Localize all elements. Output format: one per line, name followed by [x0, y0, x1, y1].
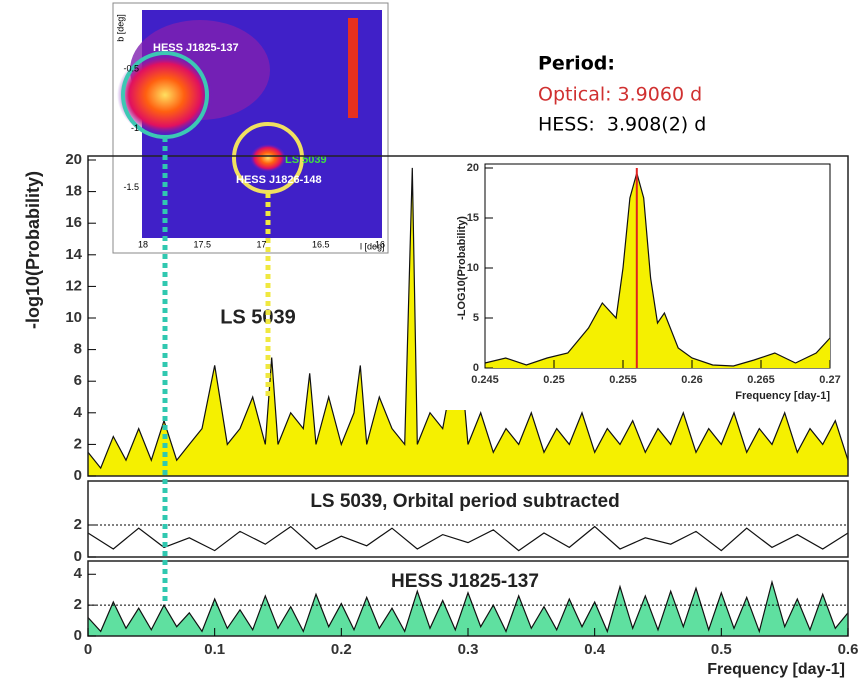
map-emission [117, 53, 213, 137]
map-x-label: l [deg] [360, 241, 385, 251]
line [484, 170, 831, 367]
map-y-tick: -0.5 [123, 64, 139, 74]
colorbar [348, 18, 358, 118]
y-tick-label: 2 [74, 596, 82, 613]
frame [87, 480, 849, 558]
source-label: HESS J1825-137 [153, 42, 239, 54]
y-tick-label: 0 [74, 467, 82, 484]
panel-title: HESS J1825-137 [391, 571, 539, 592]
x-tick-label: 0.265 [747, 374, 775, 386]
panel-title: LS 5039, Orbital period subtracted [310, 491, 619, 512]
x-tick-label: 0.26 [681, 374, 702, 386]
period-hess: HESS: 3.908(2) d [538, 114, 706, 136]
y-tick-label: 15 [467, 212, 479, 224]
area [88, 526, 848, 557]
x-tick-label: 0.3 [458, 641, 479, 658]
y-tick-label: 10 [467, 262, 479, 274]
source-circle [232, 122, 304, 194]
line [87, 579, 849, 634]
y-tick-label: 14 [65, 246, 82, 263]
map-x-tick: 17.5 [193, 239, 211, 249]
y-tick-label: 20 [467, 162, 479, 174]
line [87, 167, 849, 470]
map-x-tick: 17 [256, 239, 266, 249]
source-label: HESS J1826-148 [236, 174, 322, 186]
y-tick-label: 4 [74, 404, 83, 421]
area [485, 173, 830, 368]
period-optical: Optical: 3.9060 d [538, 84, 702, 106]
period-title: Period: [538, 53, 615, 75]
map-x-tick: 18 [138, 239, 148, 249]
x-tick-label: 0.255 [609, 374, 637, 386]
y-tick-label: 5 [473, 312, 479, 324]
map-y-label: b [deg] [115, 14, 125, 42]
x-tick-label: 0.25 [543, 374, 564, 386]
annotation: LS 5039 [220, 306, 296, 328]
y-tick-label: 20 [65, 151, 82, 168]
x-tick-label: 0 [84, 641, 92, 658]
x-tick-label: 0.245 [471, 374, 499, 386]
y-tick-label: 0 [74, 548, 82, 565]
map-y-tick: -1 [131, 123, 139, 133]
map-emission [250, 144, 286, 172]
map-y-tick: -1.5 [123, 182, 139, 192]
y-tick-label: 4 [74, 565, 83, 582]
x-tick-label: 0.2 [331, 641, 352, 658]
y-tick-label: 16 [65, 214, 82, 231]
area [88, 582, 848, 636]
y-tick-label: 6 [74, 372, 82, 389]
map-x-tick: 16 [375, 239, 385, 249]
y-tick-label: 0 [74, 627, 82, 644]
x-tick-label: 0.27 [819, 374, 840, 386]
y-label: -LOG10(Probability) [456, 216, 468, 320]
y-tick-label: 8 [74, 341, 82, 358]
x-tick-label: 0.6 [838, 641, 859, 658]
frame [87, 155, 849, 477]
x-tick-label: 0.5 [711, 641, 732, 658]
y-label: -log10(Probability) [23, 171, 43, 329]
y-tick-label: 2 [74, 516, 82, 533]
y-tick-label: 0 [473, 362, 479, 374]
y-tick-label: 18 [65, 183, 82, 200]
line [87, 525, 849, 552]
x-tick-label: 0.1 [204, 641, 225, 658]
x-label: Frequency [day-1] [707, 661, 845, 678]
map-x-tick: 16.5 [312, 239, 330, 249]
y-tick-label: 10 [65, 309, 82, 326]
y-tick-label: 12 [65, 277, 82, 294]
x-tick-label: 0.4 [584, 641, 606, 658]
y-tick-label: 2 [74, 435, 82, 452]
x-label: Frequency [day-1] [735, 390, 830, 402]
source-label: LS 5039 [285, 154, 327, 166]
